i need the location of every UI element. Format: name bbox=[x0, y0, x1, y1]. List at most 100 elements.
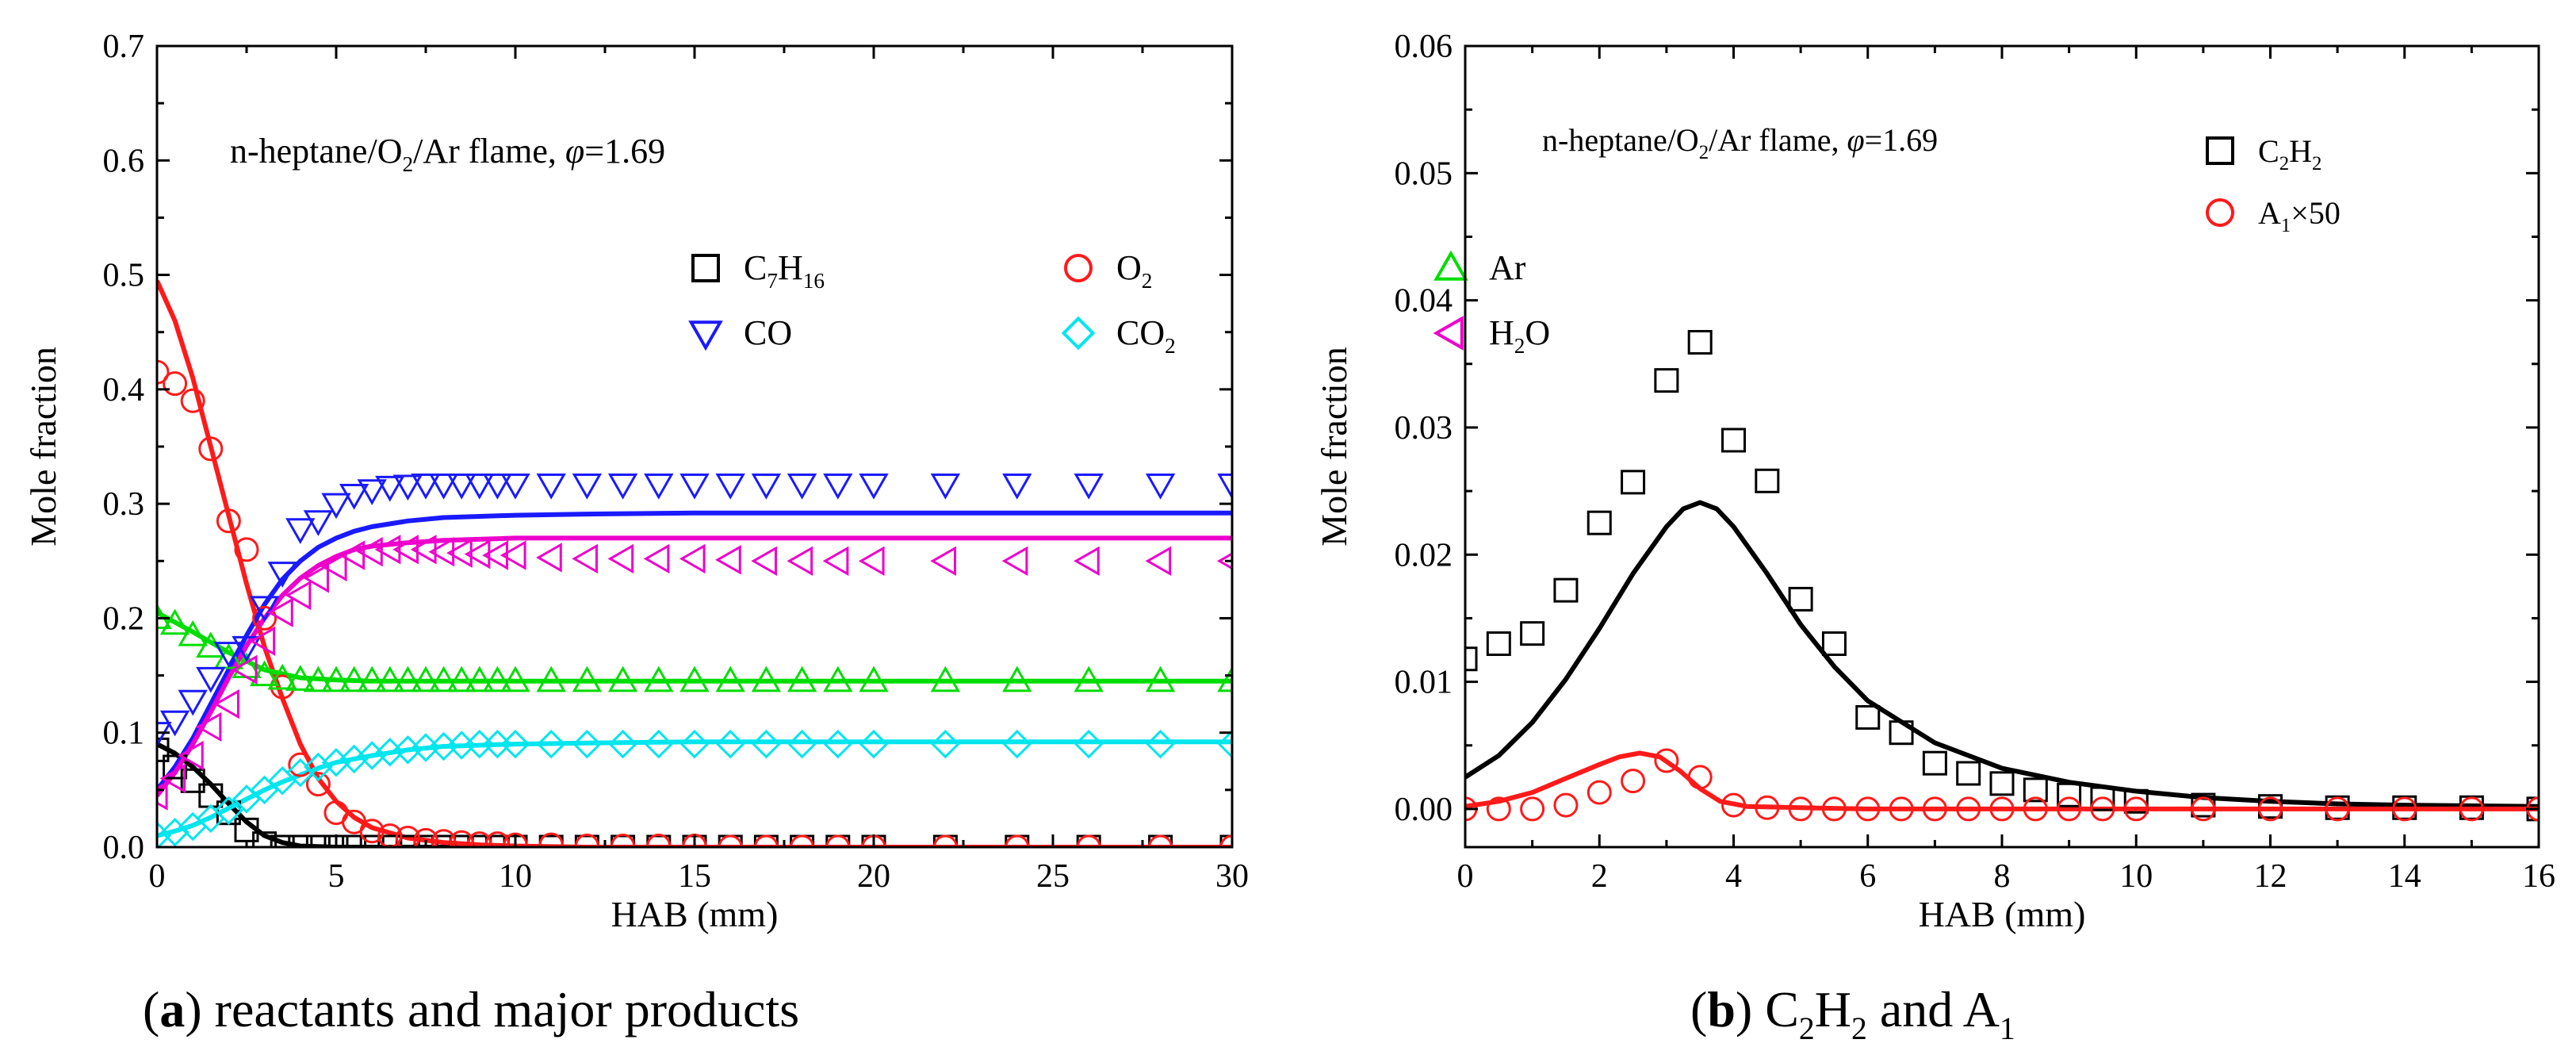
y-tick-label-part: 0.03 bbox=[1395, 410, 1453, 447]
legend-marker-CO bbox=[688, 320, 723, 351]
data-point-H2O bbox=[249, 626, 276, 656]
data-point-C7H16 bbox=[413, 834, 438, 847]
x-tick-label: 0 bbox=[149, 858, 166, 895]
data-point-C2H2 bbox=[1465, 646, 1478, 672]
data-point-CO2 bbox=[859, 729, 889, 759]
data-point-O2 bbox=[753, 834, 779, 847]
data-point-C2H2 bbox=[1755, 468, 1780, 493]
y-tick-label: 0.05 bbox=[1395, 155, 1453, 192]
y-tick-label-part: 0.0 bbox=[103, 830, 145, 866]
data-point-C7H16 bbox=[288, 834, 313, 847]
legend-label-CO2-part: 2 bbox=[1165, 334, 1176, 358]
legend-label-A1×50-part: A bbox=[2258, 195, 2281, 231]
data-point-C7H16 bbox=[180, 768, 205, 793]
legend-marker-C7H16 bbox=[691, 254, 720, 282]
x-tick-label-part: 15 bbox=[678, 858, 711, 895]
data-point-C2H2 bbox=[1687, 330, 1713, 355]
y-axis-label-part: Mole fraction bbox=[23, 347, 63, 547]
data-point-O2 bbox=[305, 772, 331, 797]
data-point-CO bbox=[267, 562, 297, 588]
data-point-Ar bbox=[321, 665, 351, 692]
legend-label-C7H16-part: H bbox=[778, 248, 803, 287]
chart-2: 0 2 4 6 8 10 12 14 160.000.010.020.030.040.050.0… bbox=[1314, 29, 2555, 1046]
data-point-C2H2 bbox=[1788, 586, 1813, 612]
x-axis-label-part: HAB (mm) bbox=[1919, 894, 2086, 934]
data-point-Ar bbox=[178, 619, 208, 646]
data-point-O2 bbox=[467, 831, 492, 847]
data-point-Ar bbox=[930, 665, 961, 692]
data-point-CO2 bbox=[679, 729, 710, 759]
data-point-CO bbox=[157, 722, 172, 748]
legend-marker-A1×50 bbox=[2206, 198, 2234, 227]
data-point-A1×50 bbox=[1687, 765, 1713, 790]
data-point-CO bbox=[536, 474, 566, 500]
x-tick-label: 2 bbox=[1591, 858, 1608, 895]
y-tick-label: 0.06 bbox=[1395, 29, 1453, 65]
legend-label-C2H2-part: C bbox=[2258, 133, 2279, 169]
data-point-H2O bbox=[178, 740, 204, 771]
data-point-CO bbox=[1002, 474, 1032, 500]
caption-part: 2 bbox=[1851, 1011, 1867, 1046]
legend: C2​H2​ A1​×50 bbox=[2206, 133, 2341, 236]
data-point-A1×50 bbox=[2023, 796, 2048, 822]
data-point-C2H2 bbox=[1956, 761, 1981, 786]
data-point-CO bbox=[859, 474, 889, 500]
data-point-H2O bbox=[446, 538, 473, 568]
x-tick-label-part: 20 bbox=[857, 858, 890, 895]
y-tick-label-part: 0.1 bbox=[103, 715, 145, 752]
data-point-CO bbox=[357, 479, 387, 505]
data-point-H2O bbox=[822, 546, 849, 576]
data-point-Ar bbox=[500, 665, 530, 692]
caption-part: ( bbox=[1690, 981, 1707, 1037]
data-point-CO bbox=[644, 474, 674, 500]
x-tick-label-part: 10 bbox=[499, 858, 532, 895]
data-point-O2 bbox=[538, 832, 564, 847]
data-point-O2 bbox=[1005, 834, 1030, 847]
data-point-A1×50 bbox=[1788, 796, 1813, 822]
data-point-CO bbox=[930, 474, 961, 500]
data-point-H2O bbox=[679, 543, 706, 574]
model-line-CO bbox=[157, 510, 1232, 792]
data-point-O2 bbox=[790, 834, 815, 847]
y-tick-label: 0.03 bbox=[1395, 410, 1453, 447]
data-point-Ar bbox=[446, 665, 477, 692]
annotation-part: =1.69 bbox=[1865, 122, 1939, 158]
data-point-H2O bbox=[159, 763, 186, 794]
x-tick-label-part: 5 bbox=[328, 858, 345, 895]
x-tick-label-part: 10 bbox=[2119, 858, 2153, 895]
data-point-CO bbox=[213, 642, 244, 668]
x-tick-label: 25 bbox=[1036, 858, 1070, 895]
data-point-C7H16 bbox=[377, 834, 403, 847]
data-point-H2O bbox=[1001, 546, 1028, 576]
data-point-C2H2 bbox=[1621, 470, 1646, 495]
data-point-C7H16 bbox=[449, 834, 474, 847]
data-point-H2O bbox=[285, 580, 312, 611]
y-tick-label: 0.6 bbox=[103, 143, 145, 179]
data-point-C7H16 bbox=[305, 834, 331, 847]
x-tick-label: 4 bbox=[1725, 858, 1742, 895]
annotation: n-heptane/O2​/Ar flame, φ=1.69 bbox=[1542, 122, 1938, 163]
data-point-C2H2 bbox=[1989, 771, 2015, 796]
y-tick-label-part: 0.2 bbox=[103, 600, 145, 637]
data-point-Ar bbox=[572, 665, 603, 692]
data-point-A1×50 bbox=[1855, 796, 1881, 822]
data-point-CO2 bbox=[357, 741, 387, 770]
data-point-A1×50 bbox=[2325, 796, 2350, 822]
data-point-Ar bbox=[482, 665, 513, 692]
caption: (a) reactants and major products bbox=[143, 981, 799, 1037]
data-point-CO2 bbox=[1146, 729, 1175, 759]
annotation-part: /Ar flame, bbox=[1709, 122, 1847, 158]
legend-label-CO: CO bbox=[744, 313, 792, 352]
data-point-O2 bbox=[484, 831, 510, 847]
data-point-CO bbox=[787, 474, 817, 500]
caption-part: and A bbox=[1867, 981, 2000, 1037]
y-tick-label: 0.4 bbox=[103, 372, 145, 408]
x-tick-label: 8 bbox=[1994, 858, 2011, 895]
data-point-H2O bbox=[428, 537, 455, 567]
caption-part: ( bbox=[143, 981, 159, 1037]
data-point-Ar bbox=[285, 665, 316, 691]
data-point-Ar bbox=[787, 665, 817, 692]
data-point-C7H16 bbox=[163, 754, 188, 780]
data-point-CO bbox=[428, 474, 459, 500]
data-point-Ar bbox=[157, 603, 172, 630]
